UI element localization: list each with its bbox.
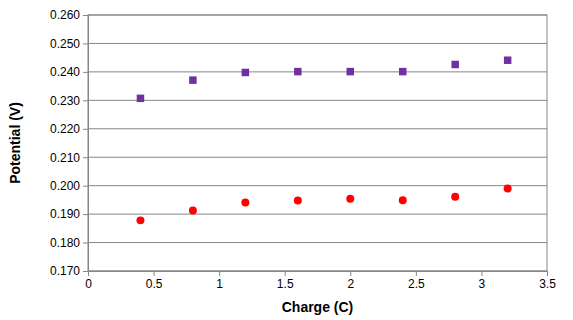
x-tick: 3 [479,271,486,291]
y-tick-mark [83,157,88,158]
x-tick: 0 [85,271,92,291]
x-tick-label: 0.5 [146,277,163,291]
y-tick: 0.230 [50,94,88,108]
point [242,69,249,76]
x-tick-label: 3 [479,277,486,291]
series [137,56,512,102]
grid-line [88,157,547,158]
y-tick-mark [83,129,88,130]
y-tick: 0.190 [50,207,88,221]
y-axis-title: Potential (V) [7,102,23,184]
x-tick: 0.5 [146,271,163,291]
y-tick-mark [83,43,88,44]
x-tick: 1 [216,271,223,291]
y-tick-mark [83,100,88,101]
y-tick: 0.200 [50,179,88,193]
x-tick-mark [547,271,548,276]
grid-line [88,214,547,215]
chart: 0 0.5 1 1.5 2 2.5 3 3.5 0.170 0.180 0.190 0.200 0.21… [0,0,573,320]
grid-line [88,242,547,243]
x-tick-label: 0 [85,277,92,291]
y-tick-label: 0.220 [50,122,80,136]
x-axis: 0 0.5 1 1.5 2 2.5 3 3.5 [85,271,556,291]
point [504,56,511,63]
x-tick-label: 2 [347,277,354,291]
series [136,185,511,225]
x-axis-title: Charge (C) [282,299,354,315]
grid [88,15,547,271]
x-tick-label: 3.5 [539,277,556,291]
x-tick: 3.5 [539,271,556,291]
x-tick-label: 1 [216,277,223,291]
point [399,68,406,75]
y-tick-mark [83,271,88,272]
axis-line [83,16,89,272]
plot: 0 0.5 1 1.5 2 2.5 3 3.5 0.170 0.180 0.190 0.200 0.21… [50,8,556,290]
point [189,206,197,214]
plot-frame [88,15,547,271]
grid-line [88,43,547,44]
grid-line [88,71,547,72]
y-tick: 0.220 [50,122,88,136]
y-tick-label: 0.260 [50,8,80,22]
y-tick-label: 0.210 [50,151,80,165]
y-tick: 0.250 [50,37,88,51]
x-tick: 1.5 [277,271,294,291]
point [451,61,458,68]
x-tick-mark [350,271,351,276]
point [451,193,459,201]
x-tick-label: 2.5 [408,277,425,291]
y-tick-label: 0.200 [50,179,80,193]
y-tick: 0.210 [50,151,88,165]
y-tick-label: 0.230 [50,94,80,108]
point [399,196,407,204]
x-tick: 2 [347,271,354,291]
point [504,185,512,193]
grid-line [88,100,547,101]
x-tick-mark [285,271,286,276]
x-tick-label: 1.5 [277,277,294,291]
y-tick: 0.260 [50,8,88,22]
y-tick-mark [83,214,88,215]
points [136,56,511,224]
x-tick-mark [416,271,417,276]
point [294,196,302,204]
point [346,195,354,203]
y-tick-mark [83,72,88,73]
grid-line [88,128,547,129]
x-tick-mark [154,271,155,276]
y-axis: 0.170 0.180 0.190 0.200 0.210 0.220 0.230 0.240… [50,8,89,278]
y-tick-mark [83,243,88,244]
y-tick: 0.170 [50,264,88,278]
point [137,95,144,102]
y-tick: 0.180 [50,236,88,250]
x-tick: 2.5 [408,271,425,291]
y-tick-label: 0.180 [50,236,80,250]
x-tick-mark [219,271,220,276]
point [347,68,354,75]
point [189,76,196,83]
y-tick-label: 0.170 [50,264,80,278]
point [294,68,301,75]
x-tick-mark [481,271,482,276]
grid-line [88,185,547,186]
y-tick-mark [83,15,88,16]
point [241,198,249,206]
y-tick-label: 0.190 [50,207,80,221]
y-tick-label: 0.250 [50,37,80,51]
y-tick: 0.240 [50,65,88,79]
point [136,216,144,224]
y-tick-label: 0.240 [50,65,80,79]
y-tick-mark [83,186,88,187]
axis-line [89,272,548,277]
